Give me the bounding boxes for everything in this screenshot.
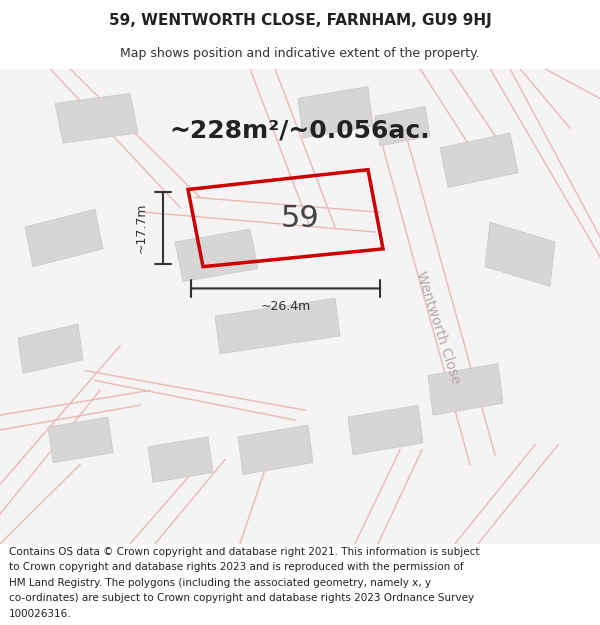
Text: ~26.4m: ~26.4m <box>260 300 311 312</box>
Polygon shape <box>175 229 258 281</box>
Text: HM Land Registry. The polygons (including the associated geometry, namely x, y: HM Land Registry. The polygons (includin… <box>9 578 431 587</box>
Polygon shape <box>440 133 518 188</box>
Text: to Crown copyright and database rights 2023 and is reproduced with the permissio: to Crown copyright and database rights 2… <box>9 562 464 572</box>
Polygon shape <box>148 437 213 483</box>
Polygon shape <box>428 364 503 415</box>
Text: ~17.7m: ~17.7m <box>134 203 148 253</box>
Polygon shape <box>55 94 138 143</box>
Text: co-ordinates) are subject to Crown copyright and database rights 2023 Ordnance S: co-ordinates) are subject to Crown copyr… <box>9 593 474 603</box>
Polygon shape <box>348 405 423 455</box>
Text: 59: 59 <box>281 204 320 233</box>
Polygon shape <box>298 86 373 138</box>
Polygon shape <box>375 106 430 146</box>
Polygon shape <box>238 425 313 474</box>
Text: Contains OS data © Crown copyright and database right 2021. This information is : Contains OS data © Crown copyright and d… <box>9 546 479 556</box>
Polygon shape <box>25 209 103 267</box>
Text: 59, WENTWORTH CLOSE, FARNHAM, GU9 9HJ: 59, WENTWORTH CLOSE, FARNHAM, GU9 9HJ <box>109 14 491 29</box>
Text: Map shows position and indicative extent of the property.: Map shows position and indicative extent… <box>120 48 480 61</box>
Polygon shape <box>18 324 83 374</box>
Text: Wentworth Close: Wentworth Close <box>413 270 463 386</box>
Text: 100026316.: 100026316. <box>9 609 71 619</box>
Polygon shape <box>215 298 340 354</box>
Text: ~228m²/~0.056ac.: ~228m²/~0.056ac. <box>170 118 430 142</box>
Polygon shape <box>48 417 113 462</box>
Polygon shape <box>485 222 555 286</box>
